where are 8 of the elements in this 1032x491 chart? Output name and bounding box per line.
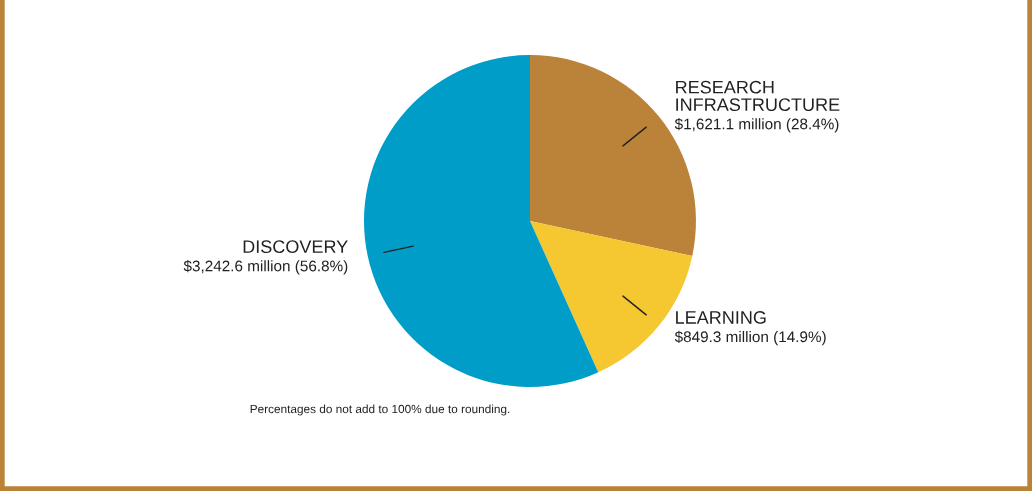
slice-label: RESEARCH INFRASTRUCTURE [676, 80, 840, 112]
slice-label: LEARNING [676, 311, 766, 324]
pie-slice [364, 55, 599, 387]
slice-label: DISCOVERY [243, 240, 348, 254]
data-label: $849.3 million (14.9%) [674, 330, 826, 346]
data-label: $3,242.6 million (56.8%) [183, 259, 348, 275]
text: Percentages do not add to 100% due to rounding. [250, 404, 510, 416]
data-label: $1,621.1 million (28.4%) [674, 117, 839, 133]
